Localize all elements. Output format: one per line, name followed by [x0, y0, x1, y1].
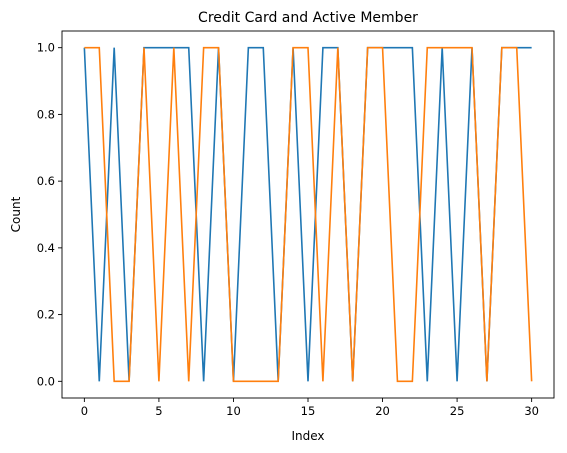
chart-title: Credit Card and Active Member	[198, 10, 418, 26]
x-tick-label: 30	[524, 404, 539, 418]
y-tick-label: 0.0	[37, 374, 55, 388]
series-line-1	[83, 46, 532, 382]
x-tick-label: 20	[375, 404, 390, 418]
y-tick-label: 0.4	[37, 241, 55, 255]
x-axis-label: Index	[291, 429, 324, 443]
plot-area	[61, 30, 555, 399]
y-axis: 0.0 0.2 0.4 0.6 0.8 1.0	[37, 41, 62, 388]
y-tick-label: 0.2	[37, 308, 55, 322]
x-tick-label: 5	[155, 404, 162, 418]
x-tick-label: 10	[226, 404, 241, 418]
y-tick-label: 0.6	[37, 174, 55, 188]
x-tick-label: 0	[81, 404, 88, 418]
x-tick-label: 25	[450, 404, 465, 418]
y-tick-label: 0.8	[37, 107, 55, 121]
x-tick-label: 15	[301, 404, 316, 418]
y-axis-label: Count	[9, 196, 23, 232]
x-axis: 0 5 10 15 20 25 30	[81, 398, 539, 418]
y-tick-label: 1.0	[37, 41, 55, 55]
series-layer	[83, 46, 533, 383]
series-line-2	[84, 46, 533, 383]
